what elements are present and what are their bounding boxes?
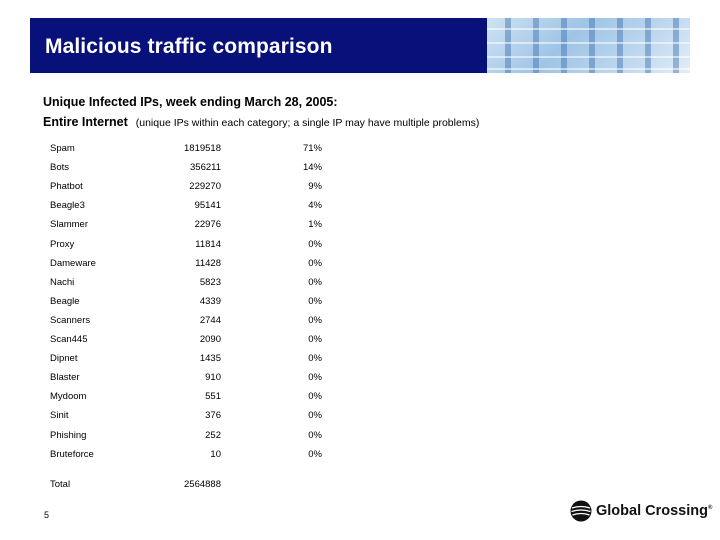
row-count: 5823 — [199, 277, 221, 288]
row-count: 11428 — [195, 258, 221, 269]
row-category: Beagle — [50, 296, 80, 307]
row-percent: 71% — [302, 143, 322, 154]
subheading-note: (unique IPs within each category; a sing… — [135, 117, 480, 129]
row-category: Phatbot — [50, 181, 83, 192]
row-category: Scanners — [50, 315, 91, 326]
row-count: 252 — [205, 430, 221, 441]
row-count: 910 — [205, 372, 221, 383]
row-category: Mydoom — [50, 391, 87, 402]
row-category: Spam — [50, 143, 75, 154]
row-percent: 0% — [308, 372, 322, 383]
row-category: Bots — [50, 162, 70, 173]
row-category: Proxy — [50, 239, 75, 250]
row-percent: 1% — [308, 219, 322, 230]
row-count: 551 — [205, 391, 221, 402]
row-count: 22976 — [194, 219, 221, 230]
total-label: Total — [50, 479, 71, 490]
row-category: Dipnet — [50, 353, 78, 364]
row-count: 356211 — [190, 162, 221, 173]
row-percent: 4% — [308, 200, 322, 211]
row-category: Bruteforce — [50, 449, 94, 460]
row-percent: 9% — [308, 181, 322, 192]
subheading-label: Entire Internet — [43, 115, 128, 129]
row-percent: 0% — [308, 315, 322, 326]
row-category: Phishing — [50, 430, 87, 441]
row-category: Blaster — [50, 372, 80, 383]
logo-registered-mark: ® — [708, 505, 713, 512]
row-percent: 0% — [308, 449, 322, 460]
logo-wordmark: Global Crossing — [596, 503, 708, 519]
row-count: 376 — [205, 410, 221, 421]
row-count: 11814 — [195, 239, 221, 250]
section-heading: Unique Infected IPs, week ending March 2… — [43, 95, 338, 109]
total-count: 2564888 — [184, 479, 221, 490]
row-count: 95141 — [194, 200, 221, 211]
row-percent: 0% — [308, 239, 322, 250]
row-count: 229270 — [189, 181, 221, 192]
row-percent: 0% — [308, 353, 322, 364]
row-count: 1819518 — [184, 143, 221, 154]
row-percent: 0% — [308, 430, 322, 441]
row-percent: 0% — [308, 391, 322, 402]
row-count: 2090 — [199, 334, 221, 345]
title-banner: Malicious traffic comparison — [30, 18, 690, 73]
row-category: Nachi — [50, 277, 75, 288]
logo-text: Global Crossing® — [596, 503, 712, 519]
row-percent: 0% — [308, 296, 322, 307]
row-percent: 14% — [302, 162, 322, 173]
row-count: 4339 — [199, 296, 221, 307]
row-category: Sinit — [50, 410, 69, 421]
row-percent: 0% — [308, 277, 322, 288]
section-subheading: Entire Internet (unique IPs within each c… — [43, 113, 479, 131]
global-crossing-logo-icon — [570, 500, 592, 522]
slide-title: Malicious traffic comparison — [45, 35, 333, 58]
row-category: Beagle3 — [50, 200, 85, 211]
banner-building-image — [487, 18, 690, 73]
global-crossing-logo: Global Crossing® — [570, 498, 712, 524]
page-number: 5 — [44, 510, 50, 520]
row-category: Dameware — [50, 258, 96, 269]
row-percent: 0% — [308, 410, 322, 421]
row-count: 2744 — [199, 315, 221, 326]
row-category: Slammer — [50, 219, 89, 230]
row-percent: 0% — [308, 334, 322, 345]
row-count: 1435 — [199, 353, 221, 364]
row-percent: 0% — [308, 258, 322, 269]
row-count: 10 — [210, 449, 221, 460]
row-category: Scan445 — [50, 334, 88, 345]
